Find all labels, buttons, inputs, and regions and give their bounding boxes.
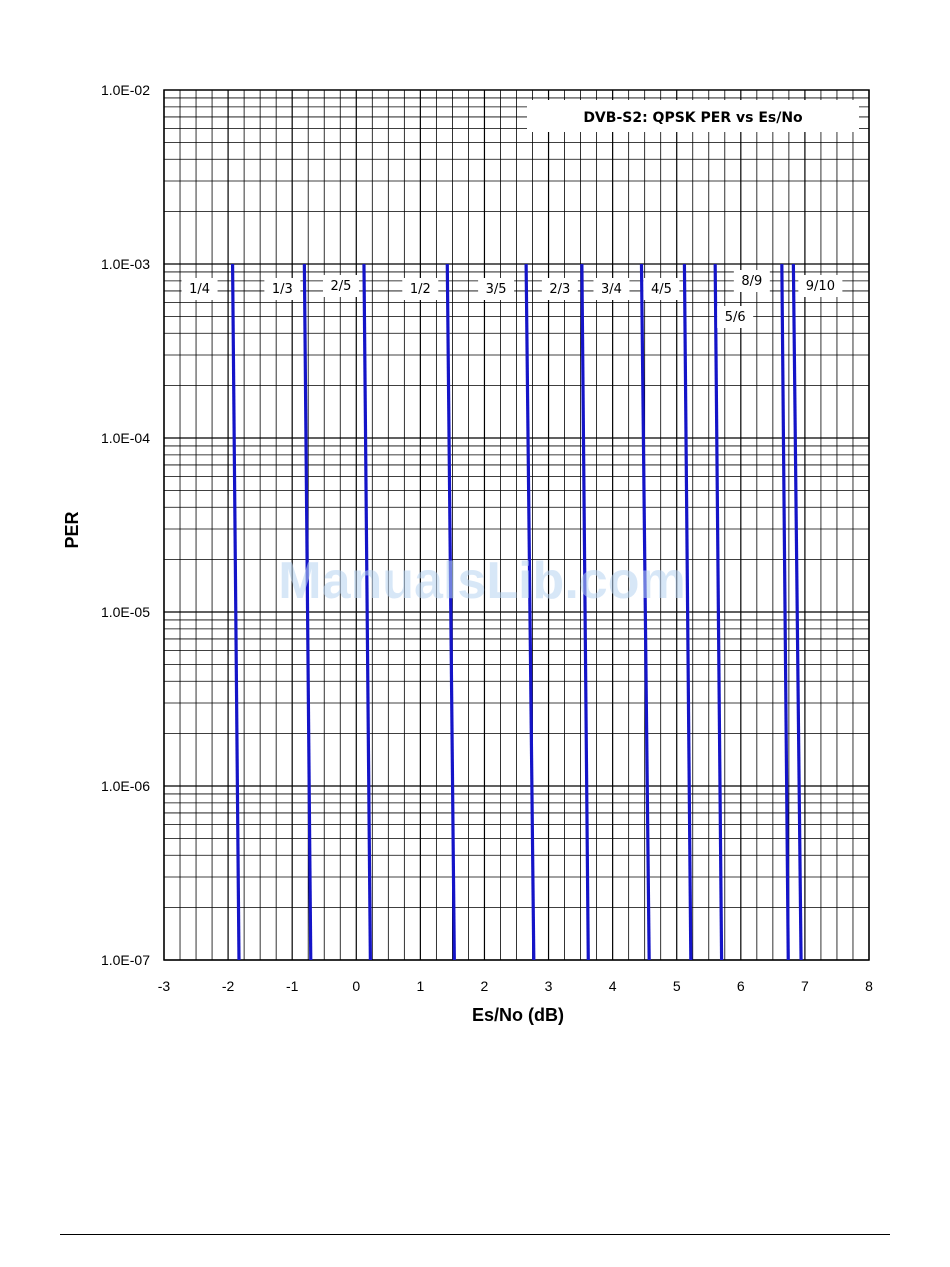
- x-tick-label: -2: [222, 978, 235, 994]
- curve-label-box: [643, 278, 680, 300]
- curve-label-box: [181, 278, 218, 300]
- curve-label: 1/3: [272, 282, 293, 297]
- curve-labels: 1/4 1/3 2/5 1/2 3/5 2/3 3/4 4/5 5/6 8/9 9/10: [181, 270, 843, 328]
- curve-label-box: [402, 278, 439, 300]
- curve-2-5: [362, 263, 372, 961]
- curves: [230, 263, 803, 961]
- x-tick-label: 7: [801, 978, 809, 994]
- y-tick-label: 1.0E-02: [101, 82, 150, 98]
- curve-label-box: [593, 278, 630, 300]
- curve-9-10: [791, 263, 803, 961]
- y-axis-title: PER: [62, 511, 82, 548]
- curve-label: 1/2: [410, 282, 431, 297]
- y-tick-label: 1.0E-06: [101, 778, 150, 794]
- curve-1-2: [445, 263, 456, 961]
- x-tick-label: -3: [158, 978, 171, 994]
- curve-1-3: [302, 263, 313, 961]
- curve-label: 1/4: [189, 282, 210, 297]
- curve-4-5: [682, 263, 693, 961]
- curve-label: 3/5: [486, 282, 507, 297]
- y-tick-label: 1.0E-03: [101, 256, 150, 272]
- y-tick-labels: 1.0E-07 1.0E-06 1.0E-05 1.0E-04 1.0E-03 1.0E-…: [101, 82, 150, 968]
- curve-label-box: [798, 275, 843, 297]
- x-tick-label: 5: [673, 978, 681, 994]
- x-tick-label: 0: [352, 978, 360, 994]
- x-tick-label: 4: [609, 978, 617, 994]
- x-tick-label: 6: [737, 978, 745, 994]
- x-tick-label: 1: [416, 978, 424, 994]
- curve-label: 8/9: [741, 274, 762, 289]
- curve-8-9: [780, 263, 790, 961]
- watermark: ManualsLib.com: [278, 552, 685, 610]
- curve-label: 4/5: [651, 282, 672, 297]
- y-tick-label: 1.0E-07: [101, 952, 150, 968]
- curve-3-4: [639, 263, 651, 961]
- curve-label: 2/5: [331, 279, 352, 294]
- footer-rule: [60, 1234, 890, 1235]
- curve-label-box: [541, 278, 578, 300]
- curve-label-box: [478, 278, 515, 300]
- curve-1-4: [230, 263, 241, 961]
- grid-minor: [164, 90, 869, 960]
- curve-label: 3/4: [601, 282, 622, 297]
- x-tick-labels: -3 -2 -1 0 1 2 3 4 5 6 7 8: [158, 978, 873, 994]
- x-tick-label: 2: [481, 978, 489, 994]
- curve-label: 9/10: [806, 279, 835, 294]
- curve-label-box: [264, 278, 301, 300]
- x-axis-title: Es/No (dB): [472, 1005, 564, 1025]
- curve-label-box: [733, 270, 770, 292]
- curve-2-3: [580, 263, 590, 961]
- chart-title: DVB-S2: QPSK PER vs Es/No: [583, 110, 803, 126]
- y-tick-label: 1.0E-04: [101, 430, 150, 446]
- curve-3-5: [524, 263, 536, 961]
- x-tick-label: -1: [286, 978, 299, 994]
- curve-label-box: [322, 275, 359, 297]
- curve-label-box: [717, 306, 754, 328]
- x-tick-label: 8: [865, 978, 873, 994]
- title-box: DVB-S2: QPSK PER vs Es/No: [527, 100, 859, 132]
- x-tick-label: 3: [545, 978, 553, 994]
- curve-label: 2/3: [549, 282, 570, 297]
- y-tick-label: 1.0E-05: [101, 604, 150, 620]
- curve-label: 5/6: [725, 310, 746, 325]
- curve-5-6: [713, 263, 724, 961]
- plot-frame: [163, 89, 870, 961]
